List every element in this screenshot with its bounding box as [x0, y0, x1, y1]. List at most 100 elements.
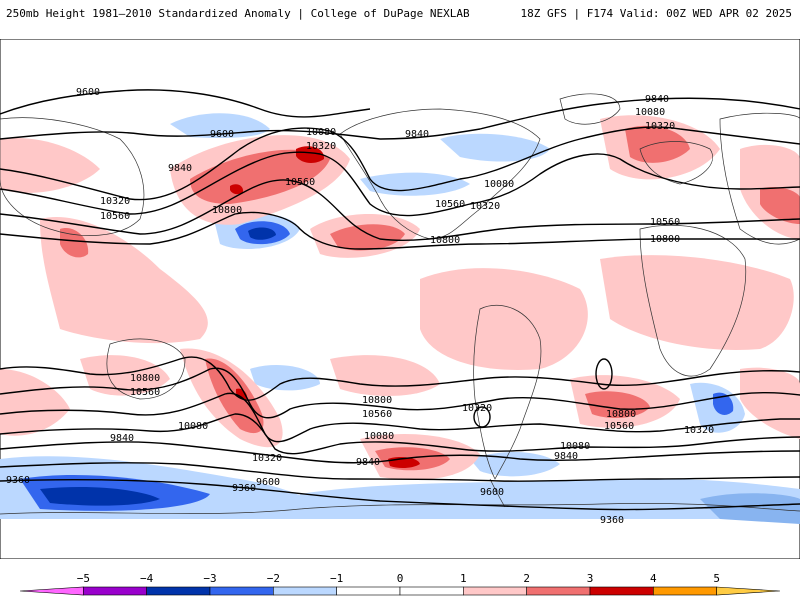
colorbar-tick-label: −3 [203, 572, 216, 585]
neg-anomaly-pacific-low-core [248, 227, 276, 240]
contour-label: 9360 [600, 515, 624, 526]
colorbar-tick-label: −1 [330, 572, 343, 585]
contour-9840-north [0, 97, 800, 140]
colorbar-segment [463, 586, 527, 596]
contour-label: 10080 [364, 431, 394, 442]
colorbar-tick-label: 0 [397, 572, 404, 585]
colorbar-segment [146, 586, 211, 596]
contour-label: 10560 [435, 199, 465, 210]
pos-anomaly-north-pacific-mid [190, 149, 330, 204]
anomaly-shading [0, 113, 800, 524]
contour-label: 9840 [168, 163, 192, 174]
contour-9360-south [0, 479, 800, 511]
contour-label: 9840 [356, 457, 380, 468]
contour-label: 9360 [232, 483, 256, 494]
neg-anomaly-canada [440, 133, 550, 162]
contour-label: 10320 [462, 403, 492, 414]
contour-10080-north [0, 126, 800, 201]
pos-anomaly-asia-east-mid [760, 186, 800, 224]
anomaly-map: 9600 9600 9840 10080 10320 10320 10560 1… [0, 39, 800, 559]
coast-north-america [339, 108, 541, 240]
pos-anomaly-north-pacific-core [296, 146, 325, 163]
contour-label: 9840 [645, 94, 669, 105]
coast-antarctica [0, 502, 800, 515]
colorbar-segments [19, 586, 781, 596]
contour-10320-north [0, 151, 800, 217]
contour-label: 10080 [178, 421, 208, 432]
contour-label: 10560 [604, 421, 634, 432]
colorbar-tick-label: 4 [650, 572, 657, 585]
pos-anomaly-australia [80, 355, 170, 396]
colorbar-tick-label: 3 [587, 572, 594, 585]
pos-anomaly-atlantic-tropics [420, 268, 588, 370]
contour-label: 10800 [606, 409, 636, 420]
contour-10800-north [0, 211, 800, 250]
model-run-info: 18Z GFS | F174 Valid: 00Z WED APR 02 202… [520, 7, 792, 20]
contour-10560-north [0, 179, 800, 242]
contour-label: 10800 [430, 235, 460, 246]
coastlines [0, 93, 800, 515]
pos-anomaly-southwest [0, 369, 70, 436]
contour-label: 10560 [650, 217, 680, 228]
colorbar-tick-labels: −5 −4 −3 −2 −1 0 1 2 3 4 5 [77, 572, 720, 585]
map-header: 250mb Height 1981–2010 Standardized Anom… [0, 0, 800, 30]
colorbar-tick-label: 1 [460, 572, 467, 585]
colorbar-arrow-max [716, 586, 781, 596]
contour-label: 10320 [306, 141, 336, 152]
contour-label: 10320 [684, 425, 714, 436]
contour-label: 9600 [76, 87, 100, 98]
contour-label: 10560 [362, 409, 392, 420]
contour-label: 9840 [405, 129, 429, 140]
contour-label: 9840 [110, 433, 134, 444]
pos-anomaly-ne-pacific-mid [330, 224, 405, 251]
contour-9840-south [0, 441, 800, 464]
neg-anomaly-indian-low [713, 392, 734, 415]
colorbar-tick-label: −2 [267, 572, 280, 585]
map-title: 250mb Height 1981–2010 Standardized Anom… [6, 7, 470, 20]
contour-label: 10560 [100, 211, 130, 222]
contour-closed-south-atlantic [473, 406, 491, 428]
contour-label: 10080 [560, 441, 590, 452]
neg-anomaly-east-antarctic [700, 493, 800, 524]
contour-label: 10320 [470, 201, 500, 212]
coast-antarctic-peninsula [489, 478, 506, 508]
contour-label: 10080 [306, 127, 336, 138]
neg-anomaly-south-pacific [250, 364, 320, 391]
contour-label: 9600 [210, 129, 234, 140]
colorbar-segment [273, 586, 337, 596]
pos-anomaly-south-pacific-sw-mid [205, 358, 264, 434]
pos-anomaly-south-indian [740, 367, 800, 439]
colorbar-segment [526, 586, 591, 596]
colorbar-segment [83, 586, 147, 596]
contour-label: 10800 [650, 234, 680, 245]
contour-label: 10080 [635, 107, 665, 118]
contour-label: 10320 [100, 196, 130, 207]
colorbar-segment [653, 586, 717, 596]
contour-label: 10800 [362, 395, 392, 406]
coast-south-america [473, 305, 542, 480]
contour-10800-south [0, 356, 800, 401]
coast-africa [639, 224, 747, 377]
neg-anomaly-south-atlantic [470, 452, 560, 477]
neg-anomaly-antarctic-deep [40, 487, 160, 506]
contour-label: 9840 [554, 451, 578, 462]
contour-label: 10560 [130, 387, 160, 398]
contour-closed-south-indian [595, 358, 613, 390]
coast-asia [719, 112, 800, 245]
colorbar-segment [589, 586, 654, 596]
contour-label: 9600 [256, 477, 280, 488]
colorbar-tick-label: 5 [713, 572, 720, 585]
coast-europe [639, 141, 713, 185]
contour-9600-north [0, 89, 371, 118]
contour-label: 10560 [285, 177, 315, 188]
colorbar-segment [336, 586, 401, 596]
pos-anomaly-west-pacific [0, 138, 100, 193]
colorbar-arrow-min [19, 586, 84, 596]
coast-greenland [559, 93, 621, 125]
colorbar-tick-label: −5 [77, 572, 90, 585]
contour-label: 10800 [212, 205, 242, 216]
contour-label: 10800 [130, 373, 160, 384]
colorbar-tick-label: 2 [523, 572, 530, 585]
coast-australia [106, 338, 186, 400]
contour-10320-south [0, 392, 800, 443]
